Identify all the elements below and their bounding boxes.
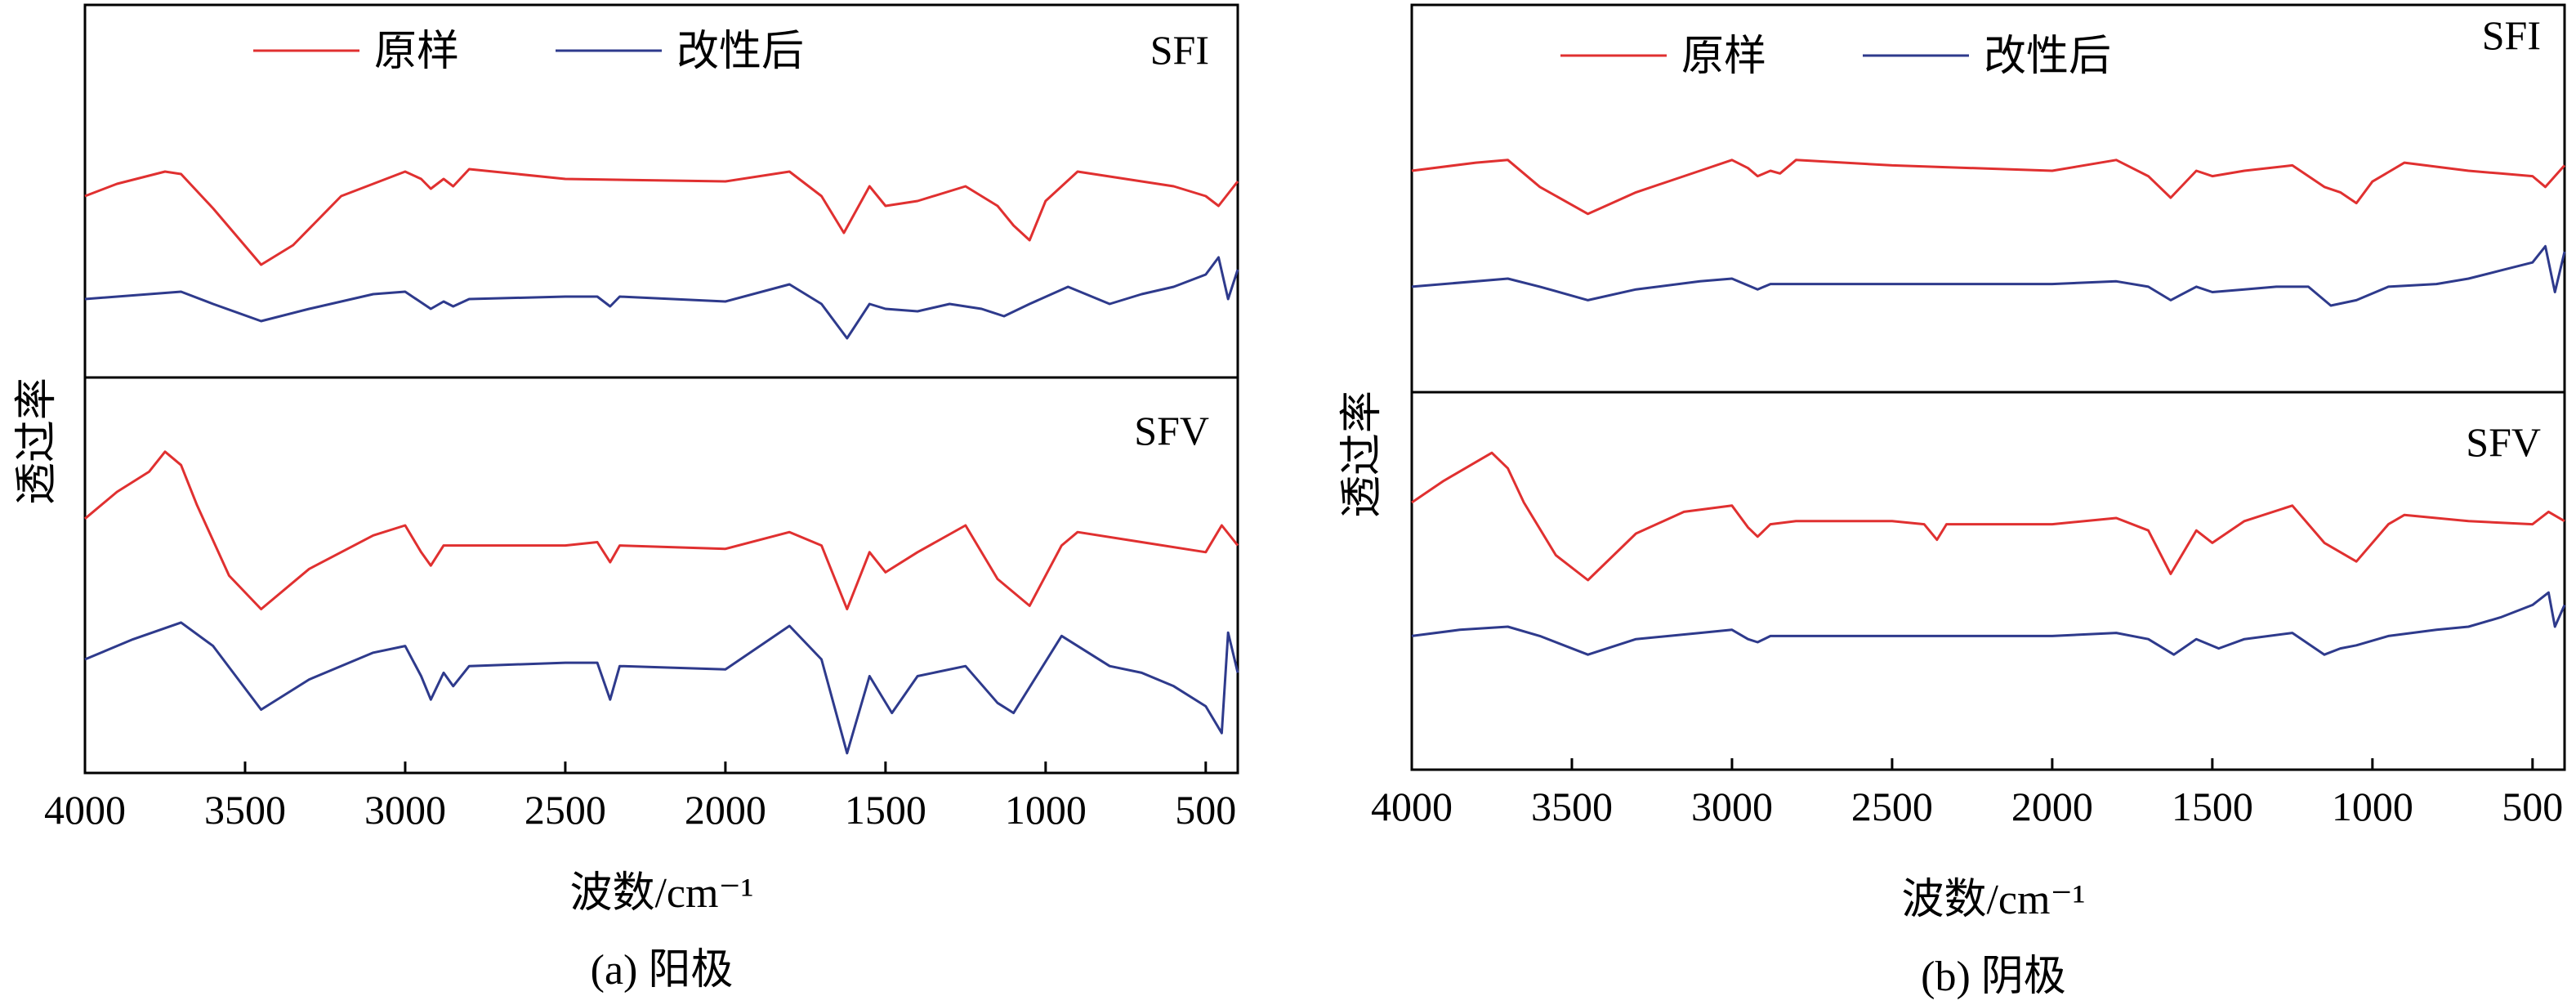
- spectra: [84, 168, 1239, 755]
- x-tick-label: 1000: [2332, 784, 2413, 829]
- x-axis-title: 波数/cm⁻¹: [569, 870, 753, 917]
- sample-label-sfi: SFI: [2482, 12, 2541, 58]
- x-tick-label: 500: [2502, 784, 2563, 829]
- x-tick-label: 2000: [685, 787, 766, 833]
- series-line-sfi-original: [84, 168, 1239, 266]
- x-tick-label: 3000: [364, 787, 446, 833]
- legend-label-modified: 改性后: [1984, 34, 2111, 80]
- x-tick-label: 1500: [845, 787, 926, 833]
- sample-label-sfv: SFV: [1134, 408, 1209, 453]
- series-line-sfi-modified: [1411, 244, 2566, 307]
- x-tick-label: 3500: [204, 787, 286, 833]
- series-line-sfv-original: [84, 450, 1239, 610]
- x-tick-label: 2500: [1851, 784, 1933, 829]
- legend: 原样 改性后: [1560, 34, 2111, 80]
- x-tick-labels: 4000 3500 3000 2500 2000 1500 1000 500: [1371, 784, 2563, 829]
- x-tick-label: 4000: [1371, 784, 1453, 829]
- series-line-sfv-modified: [84, 621, 1239, 755]
- series-line-sfv-modified: [1411, 591, 2566, 656]
- x-ticks: [83, 762, 1208, 773]
- x-ticks: [1410, 758, 2534, 770]
- sample-label-sfv: SFV: [2466, 419, 2541, 465]
- x-axis-title: 波数/cm⁻¹: [1901, 877, 2085, 923]
- legend-label-original: 原样: [374, 29, 459, 75]
- x-tick-label: 4000: [44, 787, 126, 833]
- panel-caption: (b) 阴极: [1921, 954, 2066, 1000]
- x-tick-label: 3500: [1531, 784, 1613, 829]
- plot-frame: [83, 3, 1239, 775]
- panel-cathode: 4000 3500 3000 2500 2000 1500 1000 500 原样 改性后 S…: [1339, 3, 2566, 1000]
- x-tick-label: 2500: [525, 787, 606, 833]
- y-axis-title: 透过率: [1339, 391, 1386, 518]
- series-line-sfi-original: [1411, 159, 2566, 216]
- x-tick-label: 3000: [1691, 784, 1773, 829]
- x-tick-labels: 4000 3500 3000 2500 2000 1500 1000 500: [44, 787, 1236, 833]
- spectra: [1411, 159, 2566, 656]
- legend-label-original: 原样: [1681, 34, 1766, 80]
- panel-caption: (a) 阳极: [591, 947, 734, 994]
- x-tick-label: 1000: [1005, 787, 1087, 833]
- series-line-sfi-modified: [84, 256, 1239, 340]
- legend: 原样 改性后: [253, 29, 804, 75]
- legend-label-modified: 改性后: [676, 29, 804, 75]
- y-axis-title: 透过率: [14, 377, 60, 505]
- x-tick-label: 1500: [2172, 784, 2253, 829]
- panel-anode: 4000 3500 3000 2500 2000 1500 1000 500 原样 改性后 S…: [14, 3, 1239, 994]
- x-tick-label: 2000: [2011, 784, 2093, 829]
- x-tick-label: 500: [1175, 787, 1236, 833]
- plot-frame: [1410, 3, 2566, 771]
- series-line-sfv-original: [1411, 451, 2565, 582]
- sample-label-sfi: SFI: [1150, 27, 1209, 73]
